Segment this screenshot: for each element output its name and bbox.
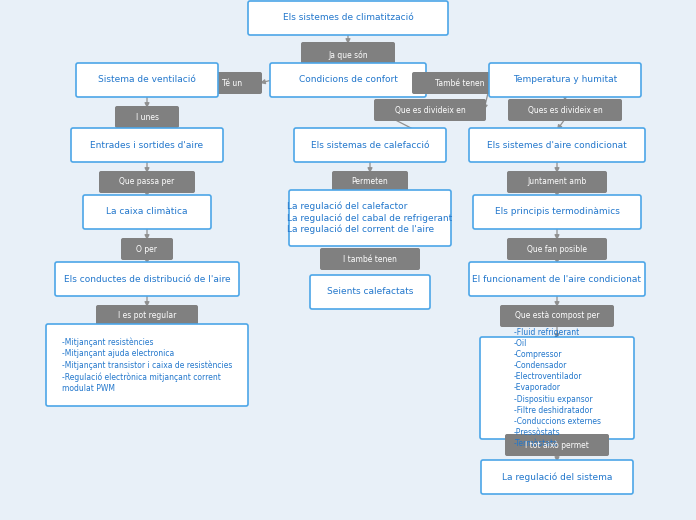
FancyBboxPatch shape	[115, 106, 179, 128]
Text: Permeten: Permeten	[351, 177, 388, 187]
FancyBboxPatch shape	[473, 195, 641, 229]
Text: Ja que són: Ja que són	[329, 50, 367, 60]
FancyBboxPatch shape	[76, 63, 218, 97]
FancyBboxPatch shape	[83, 195, 211, 229]
FancyBboxPatch shape	[121, 238, 173, 260]
FancyBboxPatch shape	[508, 99, 622, 121]
Text: Juntament amb: Juntament amb	[528, 177, 587, 187]
FancyBboxPatch shape	[248, 1, 448, 35]
Text: La caixa climàtica: La caixa climàtica	[106, 207, 188, 216]
Text: Ques es divideix en: Ques es divideix en	[528, 106, 602, 114]
FancyBboxPatch shape	[301, 42, 395, 68]
Text: I unes: I unes	[136, 112, 159, 122]
Text: Temperatura y humitat: Temperatura y humitat	[513, 75, 617, 84]
Text: I tot això permet: I tot això permet	[525, 440, 589, 450]
FancyBboxPatch shape	[412, 72, 508, 94]
FancyBboxPatch shape	[55, 262, 239, 296]
FancyBboxPatch shape	[489, 63, 641, 97]
Text: També tenen: També tenen	[435, 79, 484, 87]
FancyBboxPatch shape	[46, 324, 248, 406]
Text: Que fan posible: Que fan posible	[527, 244, 587, 253]
Text: Els sistemes de climatització: Els sistemes de climatització	[283, 14, 413, 22]
FancyBboxPatch shape	[481, 460, 633, 494]
FancyBboxPatch shape	[469, 128, 645, 162]
FancyBboxPatch shape	[310, 275, 430, 309]
Text: El funcionament de l'aire condicionat: El funcionament de l'aire condicionat	[473, 275, 642, 283]
Text: Sistema de ventilació: Sistema de ventilació	[98, 75, 196, 84]
Text: Té un: Té un	[222, 79, 242, 87]
Text: Els sistemes d'aire condicionat: Els sistemes d'aire condicionat	[487, 140, 627, 150]
Text: Que es divideix en: Que es divideix en	[395, 106, 466, 114]
Text: I també tenen: I també tenen	[343, 254, 397, 264]
FancyBboxPatch shape	[507, 238, 607, 260]
FancyBboxPatch shape	[289, 190, 451, 246]
FancyBboxPatch shape	[332, 171, 408, 193]
FancyBboxPatch shape	[71, 128, 223, 162]
FancyBboxPatch shape	[320, 248, 420, 270]
FancyBboxPatch shape	[270, 63, 426, 97]
Text: -Fluid refrigerant
-Oil
-Compressor
-Condensador
-Electroventilador
-Evaporador
: -Fluid refrigerant -Oil -Compressor -Con…	[514, 328, 601, 448]
FancyBboxPatch shape	[500, 305, 614, 327]
FancyBboxPatch shape	[480, 337, 634, 439]
Text: Que està compost per: Que està compost per	[515, 311, 599, 320]
FancyBboxPatch shape	[99, 171, 195, 193]
Text: Condicions de confort: Condicions de confort	[299, 75, 397, 84]
FancyBboxPatch shape	[469, 262, 645, 296]
Text: Els conductes de distribució de l'aire: Els conductes de distribució de l'aire	[64, 275, 230, 283]
FancyBboxPatch shape	[96, 305, 198, 327]
FancyBboxPatch shape	[294, 128, 446, 162]
Text: Entrades i sortides d'aire: Entrades i sortides d'aire	[90, 140, 203, 150]
Text: Que passa per: Que passa per	[120, 177, 175, 187]
Text: Els sistemas de calefacció: Els sistemas de calefacció	[310, 140, 429, 150]
Text: O per: O per	[136, 244, 157, 253]
Text: I es pot regular: I es pot regular	[118, 311, 176, 320]
FancyBboxPatch shape	[202, 72, 262, 94]
FancyBboxPatch shape	[507, 171, 607, 193]
FancyBboxPatch shape	[374, 99, 486, 121]
FancyBboxPatch shape	[505, 434, 609, 456]
Text: -Mitjançant resistències
-Mitjançant ajuda electronica
-Mitjançant transistor i : -Mitjançant resistències -Mitjançant aju…	[62, 337, 232, 393]
Text: La regulació del calefactor
La regulació del cabal de refrigerant
La regulació d: La regulació del calefactor La regulació…	[287, 201, 452, 235]
Text: Seients calefactats: Seients calefactats	[327, 288, 413, 296]
Text: La regulació del sistema: La regulació del sistema	[502, 472, 612, 482]
Text: Els principis termodinàmics: Els principis termodinàmics	[495, 207, 619, 216]
